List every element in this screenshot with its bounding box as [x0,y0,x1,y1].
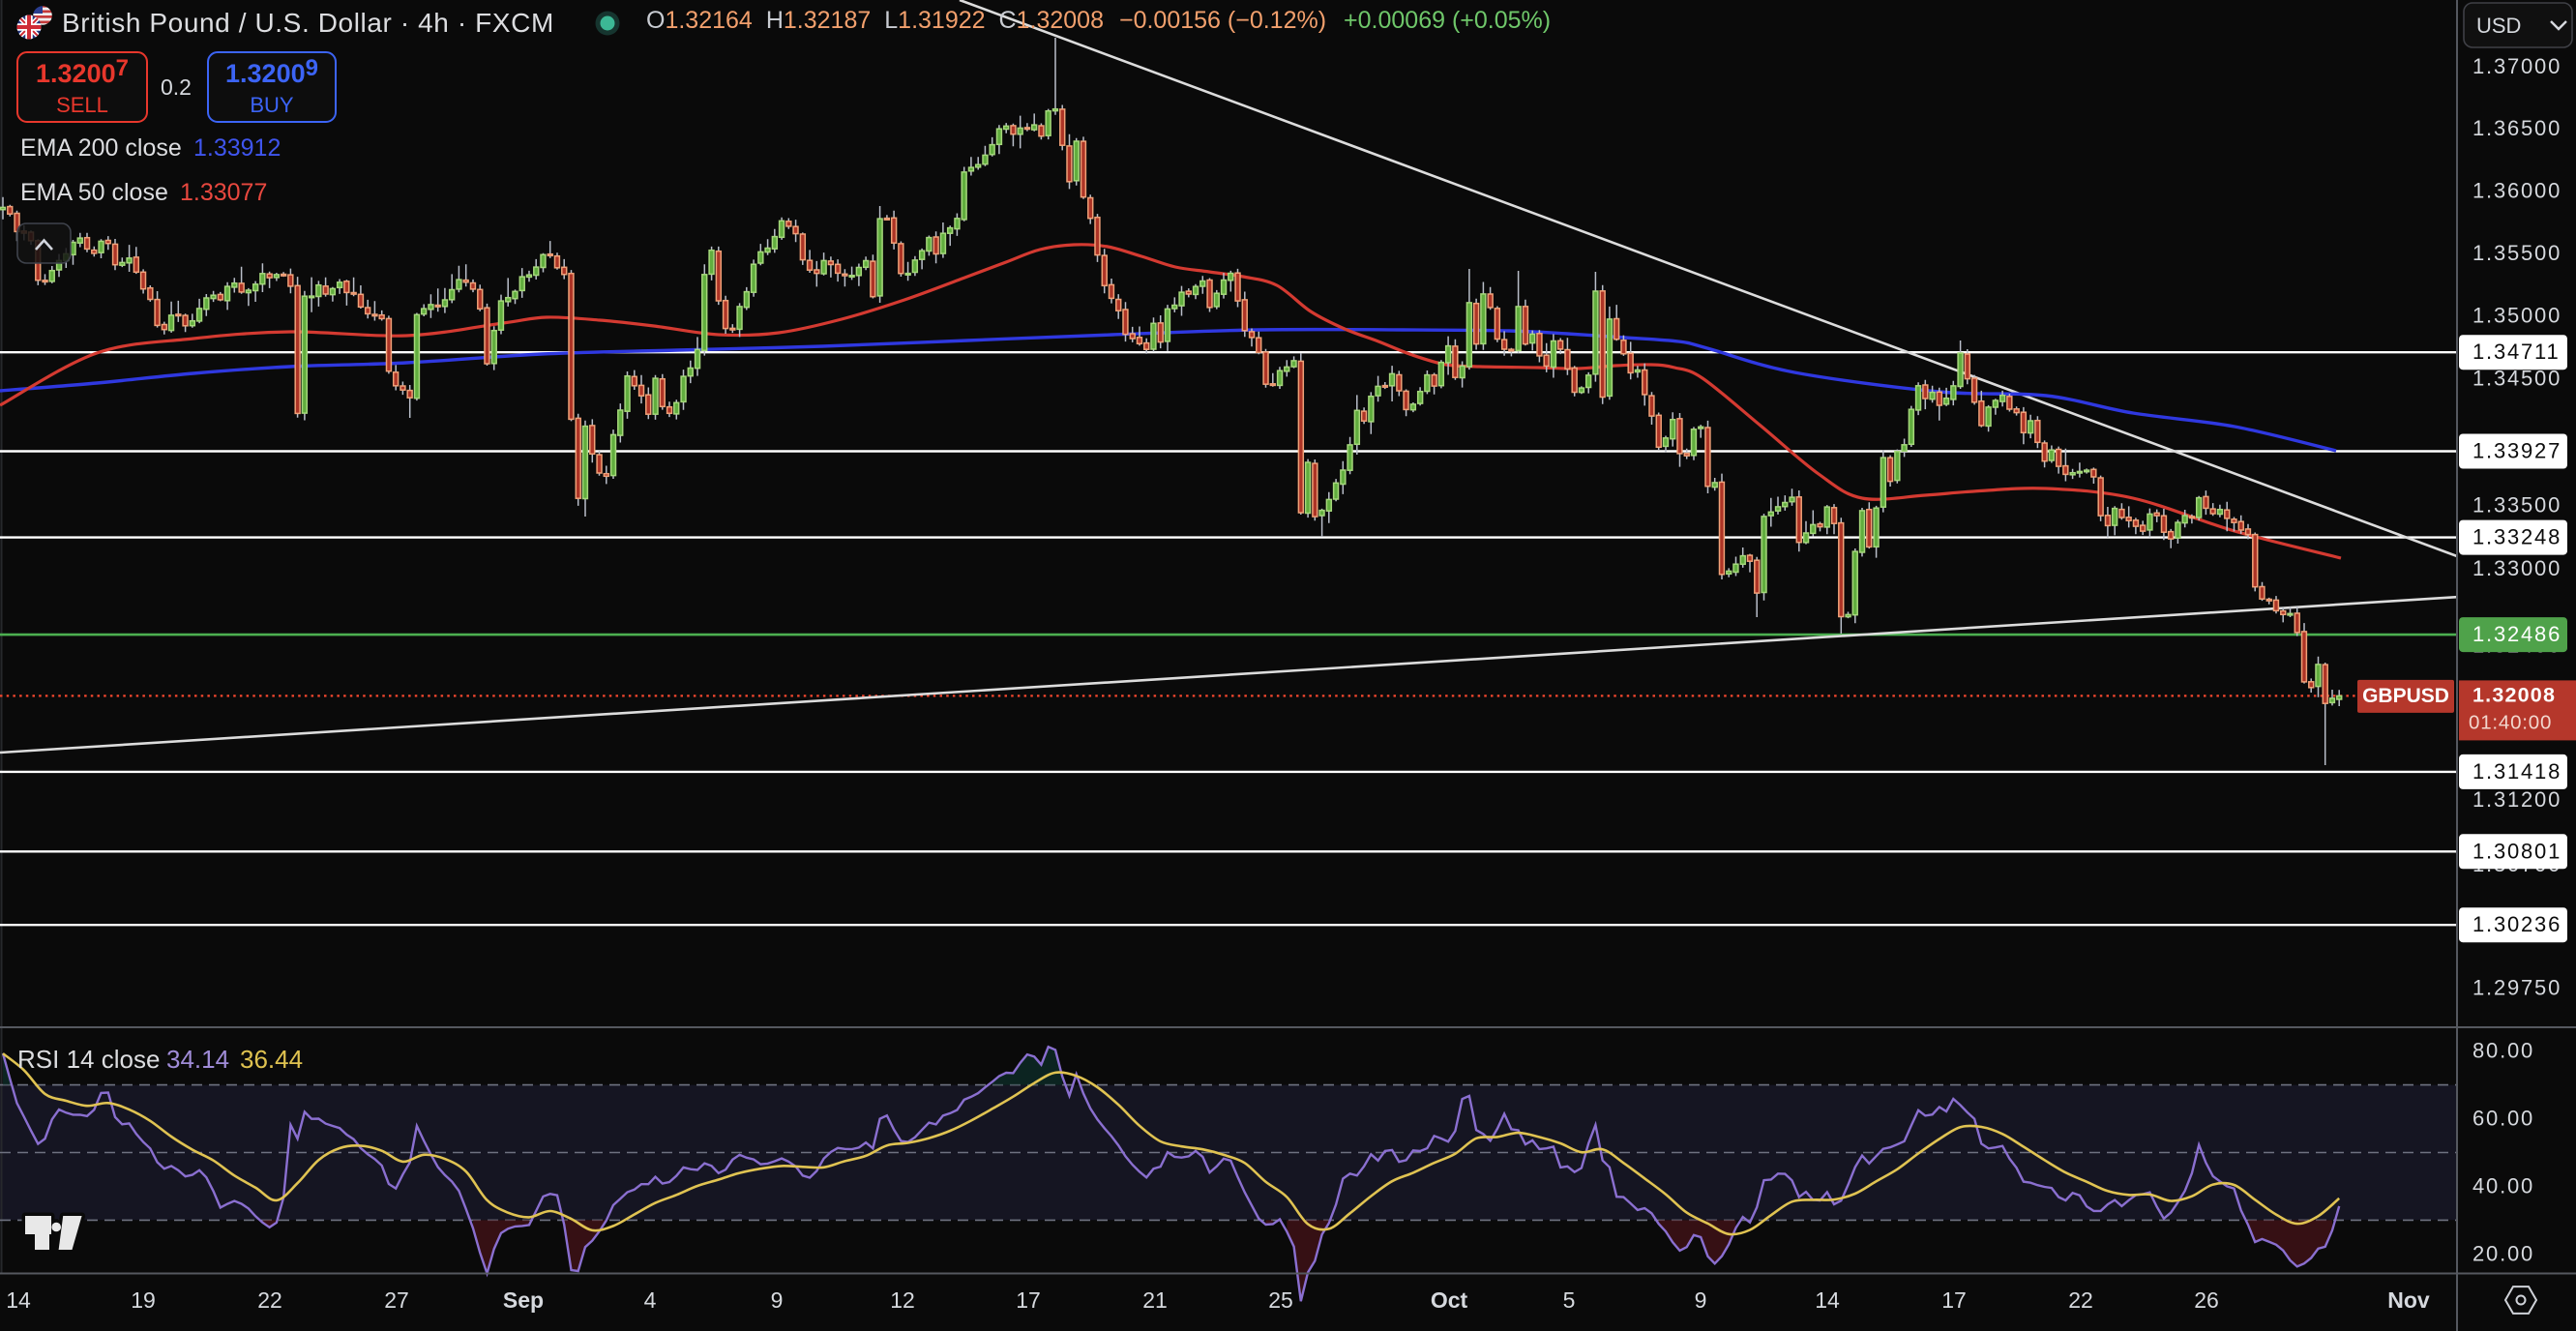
svg-text:60.00: 60.00 [2472,1107,2534,1131]
svg-text:USD: USD [2476,14,2521,38]
svg-text:20.00: 20.00 [2472,1241,2534,1265]
svg-text:GBPUSD: GBPUSD [2362,685,2449,707]
svg-text:1.32008: 1.32008 [2472,683,2556,706]
svg-text:BUY: BUY [250,93,294,117]
svg-text:26: 26 [2194,1287,2219,1313]
svg-text:17: 17 [1941,1287,1967,1313]
svg-text:1.33077: 1.33077 [180,179,267,206]
svg-text:1.30801: 1.30801 [2472,839,2561,863]
svg-text:9: 9 [771,1287,784,1313]
svg-text:17: 17 [1016,1287,1041,1313]
svg-text:34.14: 34.14 [166,1045,229,1074]
svg-text:1.32007: 1.32007 [36,55,129,88]
svg-text:1.34500: 1.34500 [2472,367,2561,391]
svg-text:19: 19 [131,1287,156,1313]
svg-text:1.33248: 1.33248 [2472,525,2561,549]
svg-text:1.35000: 1.35000 [2472,304,2561,328]
svg-text:British Pound / U.S. Dollar ·: British Pound / U.S. Dollar · 4h · FXCM [62,8,554,38]
svg-text:1.31200: 1.31200 [2472,787,2561,812]
svg-text:01:40:00: 01:40:00 [2469,711,2552,733]
svg-text:1.33500: 1.33500 [2472,493,2561,518]
svg-text:25: 25 [1268,1287,1293,1313]
svg-text:1.37000: 1.37000 [2472,54,2561,78]
svg-text:0.2: 0.2 [161,74,192,100]
svg-text:4: 4 [644,1287,657,1313]
svg-text:1.29750: 1.29750 [2472,976,2561,1000]
svg-text:1.30236: 1.30236 [2472,912,2561,936]
svg-text:9: 9 [1695,1287,1707,1313]
svg-text:RSI 14 close: RSI 14 close [17,1045,160,1074]
svg-text:14: 14 [6,1287,31,1313]
svg-text:1.34711: 1.34711 [2472,340,2561,364]
svg-text:EMA 50 close: EMA 50 close [20,179,168,206]
svg-text:1.31418: 1.31418 [2472,759,2561,784]
svg-text:Nov: Nov [2387,1287,2430,1313]
svg-text:Oct: Oct [1431,1287,1468,1313]
svg-text:1.33000: 1.33000 [2472,556,2561,580]
svg-text:EMA 200 close: EMA 200 close [20,134,182,162]
svg-text:1.35500: 1.35500 [2472,241,2561,265]
svg-text:1.36500: 1.36500 [2472,116,2561,140]
svg-text:5: 5 [1563,1287,1576,1313]
svg-text:Sep: Sep [503,1287,544,1313]
svg-text:27: 27 [384,1287,409,1313]
svg-text:1.32486: 1.32486 [2472,622,2561,646]
svg-text:80.00: 80.00 [2472,1039,2534,1063]
svg-text:12: 12 [890,1287,915,1313]
svg-text:SELL: SELL [56,93,108,117]
svg-text:22: 22 [2068,1287,2093,1313]
svg-text:1.36000: 1.36000 [2472,178,2561,202]
svg-text:36.44: 36.44 [240,1045,303,1074]
svg-text:21: 21 [1142,1287,1168,1313]
svg-text:22: 22 [257,1287,282,1313]
svg-text:1.33912: 1.33912 [193,134,281,162]
svg-text:1.33927: 1.33927 [2472,439,2561,463]
svg-text:1.32009: 1.32009 [225,55,318,88]
svg-text:40.00: 40.00 [2472,1173,2534,1198]
svg-text:14: 14 [1815,1287,1840,1313]
